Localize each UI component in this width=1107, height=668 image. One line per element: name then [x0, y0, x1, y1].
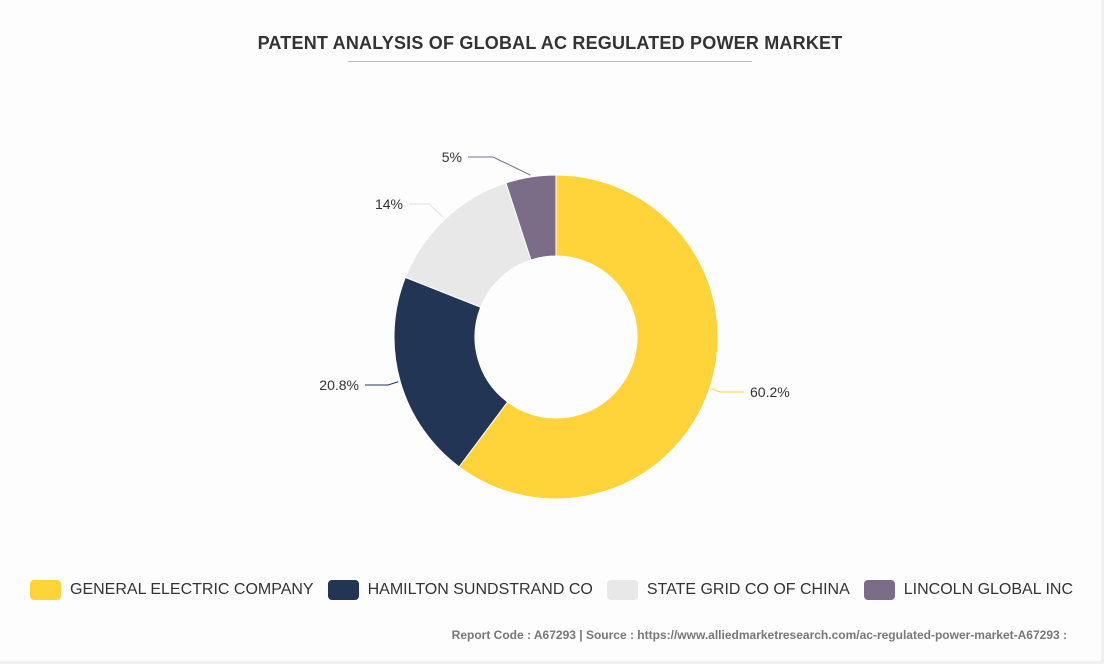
legend-item-state-grid-co-of-china[interactable]: STATE GRID CO OF CHINA: [606, 580, 850, 600]
data-label-general-electric-company: 60.2%: [750, 384, 790, 400]
legend-swatch: [327, 580, 359, 600]
data-label-state-grid-co-of-china: 14%: [375, 196, 403, 212]
leader-line-lincoln-global-inc: [468, 156, 531, 176]
legend-swatch: [606, 580, 638, 600]
source-footer: Report Code : A67293 | Source : https://…: [451, 628, 1067, 642]
chart-title: PATENT ANALYSIS OF GLOBAL AC REGULATED P…: [257, 33, 843, 53]
leader-line-hamilton-sundstrand-co: [365, 381, 399, 386]
legend-item-general-electric-company[interactable]: GENERAL ELECTRIC COMPANY: [30, 580, 314, 600]
slice-general-electric-company[interactable]: [458, 174, 719, 500]
slice-lincoln-global-inc[interactable]: [505, 174, 557, 261]
slice-hamilton-sundstrand-co[interactable]: [393, 276, 509, 468]
legend-label: GENERAL ELECTRIC COMPANY: [70, 581, 314, 598]
legend-swatch: [30, 580, 61, 600]
chart-legend: GENERAL ELECTRIC COMPANY HAMILTON SUNDSTR…: [30, 578, 1087, 602]
legend-label: LINCOLN GLOBAL INC: [903, 581, 1074, 598]
legend-label: HAMILTON SUNDSTRAND CO: [367, 581, 593, 598]
data-label-lincoln-global-inc: 5%: [442, 149, 462, 165]
donut-chart: 60.2% 20.8% 14% 5%: [319, 149, 790, 500]
legend-item-hamilton-sundstrand-co[interactable]: HAMILTON SUNDSTRAND CO: [327, 580, 593, 600]
leader-line-state-grid-co-of-china: [409, 203, 445, 218]
legend-swatch: [863, 580, 895, 600]
title-underline: [348, 61, 752, 62]
leader-line-general-electric-company: [711, 388, 744, 393]
data-label-hamilton-sundstrand-co: 20.8%: [319, 377, 359, 393]
legend-label: STATE GRID CO OF CHINA: [646, 581, 850, 598]
legend-item-lincoln-global-inc[interactable]: LINCOLN GLOBAL INC: [863, 580, 1074, 600]
